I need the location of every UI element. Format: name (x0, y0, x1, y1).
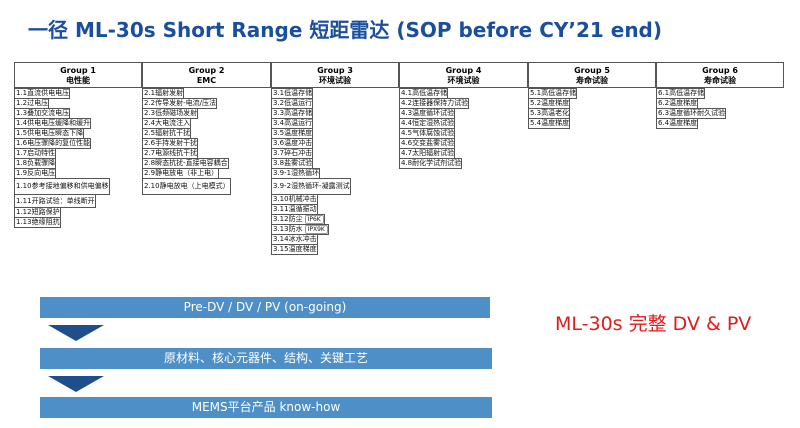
group-category: 寿命试验 (704, 76, 736, 85)
group-column: Group 2 EMC 2.1辐射发射 2.2传导发射-电流/压法 2.3低频磁场发射 2… (142, 62, 271, 285)
group-category: 环境试验 (447, 76, 480, 85)
test-item-label: 3.7碎石冲击 (273, 149, 313, 157)
group-category: EMC (196, 76, 217, 85)
test-item-label: 3.1低温存储 (273, 89, 313, 97)
test-item-label: 1.6电压骤降的复位性能 (16, 139, 91, 147)
group-column: Group 5 寿命试验 5.1高低温存储 5.2温度梯度 5.3高温老化 5.4温度梯度 (528, 62, 656, 285)
test-item-label: 3.2低温运行 (273, 99, 313, 107)
test-item-label: 5.2温度梯度 (530, 99, 570, 107)
group-header: Group 5 寿命试验 (528, 62, 656, 88)
test-item-label: 6.3温度循环耐久试验 (658, 109, 726, 117)
test-item: 4.8耐化学试剂试验 (399, 158, 463, 169)
test-item-label: 1.8负载骤降 (16, 159, 56, 167)
test-item-label: 4.8耐化学试剂试验 (401, 159, 462, 167)
group-header: Group 4 环境试验 (399, 62, 528, 88)
group-name: Group 4 (445, 66, 482, 75)
flow-step-materials: 原材料、核心元器件、结构、关键工艺 (40, 348, 492, 369)
test-item-label: 3.5温度梯度 (273, 129, 313, 137)
test-item-label: 4.3温度循环试验 (401, 109, 455, 117)
test-groups-table: Group 1 电性能 1.1直流供电电压 1.2过电压 1.3叠加交流电压 1.4供电电… (14, 62, 784, 285)
group-category: 电性能 (66, 76, 90, 85)
test-item-label: 2.6手持发射干扰 (144, 139, 198, 147)
test-item-label: 4.2连接器保持力试验 (401, 99, 469, 107)
test-item-label: 1.2过电压 (16, 99, 49, 107)
test-item-label: 3.12防尘 (273, 215, 303, 223)
group-column: Group 4 环境试验 4.1高低温存储 4.2连接器保持力试验 4.3温度循环试验 4… (399, 62, 528, 285)
test-item-label: 1.13绝缘阻抗 (16, 218, 60, 226)
flow-step-mems: MEMS平台产品 know-how (40, 397, 492, 418)
test-item-label: 4.7太阳辐射试验 (401, 149, 455, 157)
test-item: 3.9-2湿热循环-凝露测试 (271, 178, 351, 195)
group-category: 环境试验 (319, 76, 351, 85)
flow-step-dv-pv: Pre-DV / DV / PV (on-going) (40, 297, 490, 318)
test-item-label: 2.1辐射发射 (144, 89, 184, 97)
test-item: 3.15温度梯度 (271, 244, 318, 255)
test-item-label: 3.8盐雾试验 (273, 159, 313, 167)
test-item: 1.10参考接地偏移和供电偏移 (14, 178, 110, 195)
test-item-label: 4.1高低温存储 (401, 89, 448, 97)
test-item-label: 2.4大电流注入 (144, 119, 191, 127)
group-header: Group 2 EMC (142, 62, 271, 88)
test-item-label: 5.4温度梯度 (530, 119, 570, 127)
group-name: Group 3 (317, 66, 353, 75)
ip-rating-tag: IP6K (304, 215, 324, 224)
page-title: 一径 ML-30s Short Range 短距雷达 (SOP before C… (28, 18, 663, 42)
test-item-label: 1.11开路试验：单线断开 (16, 197, 95, 205)
test-item-label: 1.4供电电压缓降和缓升 (16, 119, 91, 127)
test-item-label: 2.10静电放电（上电模式） (144, 182, 230, 190)
test-item: 2.10静电放电（上电模式） (142, 178, 231, 195)
test-item-label: 1.5供电电压瞬态下降 (16, 129, 84, 137)
test-item-label: 3.15温度梯度 (273, 245, 317, 253)
test-item-label: 2.3低频磁场发射 (144, 109, 198, 117)
group-header: Group 6 寿命试验 (656, 62, 784, 88)
group-name: Group 5 (574, 66, 610, 75)
test-item-label: 3.9-2湿热循环-凝露测试 (273, 182, 350, 190)
test-item-label: 1.7启动特性 (16, 149, 56, 157)
group-name: Group 1 (60, 66, 96, 75)
group-header: Group 1 电性能 (14, 62, 142, 88)
test-item-label: 2.2传导发射-电流/压法 (144, 99, 217, 107)
test-item-label: 2.9静电放电（非上电） (144, 169, 219, 177)
test-item-label: 5.3高温老化 (530, 109, 570, 117)
flow-arrow-icon (48, 325, 104, 341)
test-item: 1.11开路试验：单线断开 (14, 194, 96, 208)
group-column: Group 3 环境试验 3.1低温存储 3.2低温运行 3.3高温存储 3.4高温运行 3… (271, 62, 399, 285)
test-item-label: 3.6温度冲击 (273, 139, 313, 147)
test-item-label: 1.9反向电压 (16, 169, 56, 177)
test-item-label: 1.10参考接地偏移和供电偏移 (16, 182, 109, 190)
test-item-label: 1.12短路保护 (16, 208, 60, 216)
test-item-label: 4.5气体腐蚀试验 (401, 129, 455, 137)
test-item-label: 3.13防水 (273, 225, 303, 233)
group-header: Group 3 环境试验 (271, 62, 399, 88)
test-item-label: 2.5辐射抗干扰 (144, 129, 191, 137)
test-item-label: 5.1高低温存储 (530, 89, 577, 97)
test-item-label: 3.10机械冲击 (273, 195, 317, 203)
test-item-label: 3.3高温存储 (273, 109, 313, 117)
test-item-label: 6.1高低温存储 (658, 89, 705, 97)
group-category: 寿命试验 (576, 76, 608, 85)
test-item-label: 1.3叠加交流电压 (16, 109, 70, 117)
test-item-label: 3.4高温运行 (273, 119, 313, 127)
ip-rating-tag: IPX9K (304, 225, 328, 234)
test-item-label: 1.1直流供电电压 (16, 89, 70, 97)
dv-pv-complete-note: ML-30s 完整 DV & PV (555, 313, 752, 335)
test-item-label: 2.8瞬态抗扰-直接电容耦合 (144, 159, 228, 167)
test-item: 6.4温度梯度 (656, 118, 699, 129)
test-item-label: 3.11温循振动 (273, 205, 317, 213)
flow-arrow-icon (48, 376, 104, 392)
group-name: Group 2 (188, 66, 225, 75)
test-item-label: 2.7电源线抗干扰 (144, 149, 198, 157)
test-item-label: 6.2温度梯度 (658, 99, 698, 107)
test-item: 1.13绝缘阻抗 (14, 217, 61, 228)
test-item-label: 3.14冰水冲击 (273, 235, 317, 243)
test-item-label: 3.9-1湿热循环 (273, 169, 320, 177)
test-item-label: 4.4恒定湿热试验 (401, 119, 455, 127)
group-column: Group 1 电性能 1.1直流供电电压 1.2过电压 1.3叠加交流电压 1.4供电电… (14, 62, 142, 285)
group-name: Group 6 (702, 66, 738, 75)
group-column: Group 6 寿命试验 6.1高低温存储 6.2温度梯度 6.3温度循环耐久试验 6.4… (656, 62, 784, 285)
test-item-label: 6.4温度梯度 (658, 119, 698, 127)
test-item: 5.4温度梯度 (528, 118, 571, 129)
test-item-label: 4.6交变盐雾试验 (401, 139, 455, 147)
